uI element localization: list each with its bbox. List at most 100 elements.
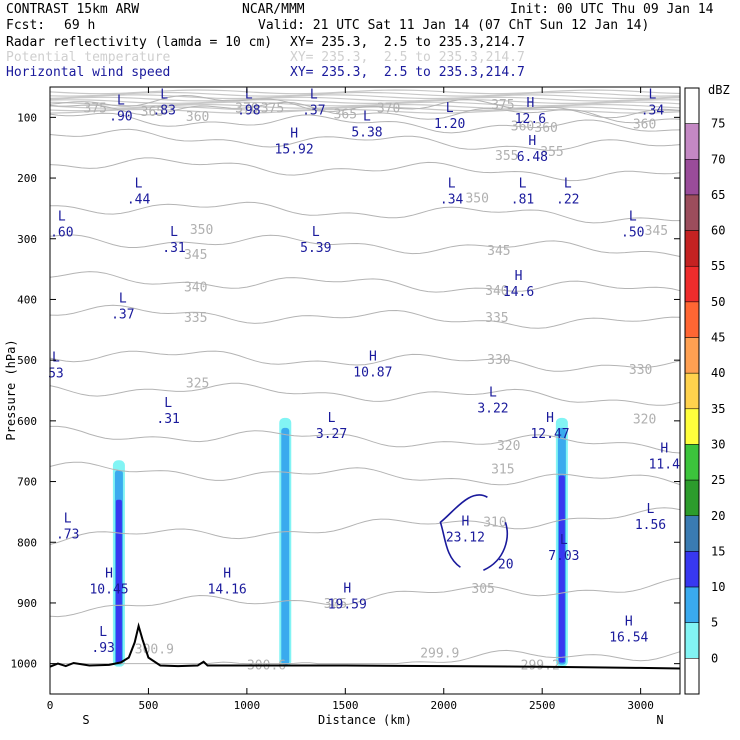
x-tick-label: 1500 [332, 699, 359, 712]
colorbar-swatch [684, 159, 700, 196]
valid-time: Valid: 21 UTC Sat 11 Jan 14 (07 ChT Sun … [258, 18, 650, 33]
theta-contour [49, 461, 681, 486]
theta-contour [49, 157, 681, 182]
theta-contour-label: 310 [483, 515, 506, 530]
colorbar-swatch [684, 372, 700, 410]
colorbar-level-label: 70 [711, 152, 725, 166]
wind-extremum-type: L [363, 109, 371, 124]
wind-extremum-type: L [58, 210, 66, 225]
colorbar-swatch [684, 408, 700, 445]
wind-extremum-type: L [448, 176, 456, 191]
wind-extremum-value: .50 [621, 226, 644, 241]
x-tick-label: 0 [47, 699, 54, 712]
theta-contour-label: 355 [495, 149, 518, 164]
wind-extremum-value: 3.27 [316, 427, 347, 442]
x-end-label-left: S [82, 713, 89, 727]
wind-extremum-value: 1.20 [434, 117, 465, 132]
theta-contour [49, 507, 681, 545]
y-tick-label: 1000 [11, 658, 38, 671]
field-theta-name: Potential temperature [6, 50, 171, 65]
theta-contour-label: 325 [186, 376, 209, 391]
terrain-line [49, 622, 681, 670]
theta-contour-label: 360 [633, 117, 656, 132]
colorbar-unit-label: dBZ [708, 83, 730, 97]
wind-extremum-type: H [290, 126, 298, 141]
colorbar-level-label: 5 [711, 616, 718, 630]
theta-contour-label: 300.9 [135, 642, 174, 657]
wind-extremum-type: H [515, 269, 523, 284]
theta-contour-label: 375 [491, 98, 514, 113]
reflectivity-column-core [115, 499, 122, 663]
x-tick-label: 3000 [627, 699, 654, 712]
field-wind-name: Horizontal wind speed [6, 65, 171, 80]
wind-extremum-type: L [52, 350, 60, 365]
wind-extremum-type: H [526, 96, 534, 111]
theta-contour-label: 340 [485, 284, 508, 299]
colorbar-level-label: 35 [711, 402, 725, 416]
colorbar-swatch [684, 301, 700, 338]
wind-extremum-value: .34 [440, 192, 464, 207]
colorbar-level-label: 45 [711, 331, 725, 345]
wind-extremum-type: L [328, 411, 336, 426]
theta-contour [49, 234, 681, 257]
theta-contour [49, 271, 681, 293]
wind-extremum-type: L [160, 88, 168, 103]
theta-contour-label: 330 [487, 353, 510, 368]
theta-contour-label: 345 [184, 248, 207, 263]
colorbar-level-label: 40 [711, 366, 725, 380]
wind-extremum-type: L [647, 502, 655, 517]
wind-extremum-value: 15.92 [275, 142, 314, 157]
theta-upper-contour [49, 91, 681, 97]
wind-extremum-type: H [625, 615, 633, 630]
y-tick-label: 800 [17, 536, 37, 549]
theta-contour [49, 382, 681, 406]
wind-extremum-type: L [170, 225, 178, 240]
y-tick-label: 300 [17, 233, 37, 246]
theta-contour [49, 304, 681, 329]
theta-contour-label: 360 [511, 120, 534, 135]
wind-extremum-type: L [560, 533, 568, 548]
theta-contour-label: 299.9 [420, 647, 459, 662]
theta-contour-label: 350 [190, 223, 213, 238]
x-tick-label: 2500 [529, 699, 556, 712]
wind-extremum-value: 7.03 [548, 549, 579, 564]
wind-extremum-value: 5.38 [351, 125, 382, 140]
wind-extremum-value: 53 [48, 366, 64, 381]
wind-extremum-value: 10.87 [353, 365, 392, 380]
wind-extremum-type: H [461, 514, 469, 529]
wind-extremum-type: L [629, 210, 637, 225]
theta-contour [49, 101, 681, 124]
wind-extremum-type: L [519, 176, 527, 191]
theta-contour [50, 425, 681, 454]
wind-extremum-value: .90 [109, 110, 132, 125]
x-tick-label: 500 [139, 699, 159, 712]
field-theta-xy: XY= 235.3, 2.5 to 235.3,214.7 [290, 50, 525, 65]
y-tick-label: 900 [17, 597, 37, 610]
theta-contour-label: 360 [186, 110, 209, 125]
colorbar-swatch [684, 87, 700, 124]
x-tick-label: 2000 [431, 699, 458, 712]
colorbar-swatch [684, 444, 700, 481]
axes-layer: 0 500 1000 1500 2000 2500 3000 100 200 300 400 500 6… [11, 87, 680, 712]
terrain-layer [49, 622, 681, 670]
colorbar-level-label: 65 [711, 188, 725, 202]
wind-extremum-value: .22 [556, 192, 579, 207]
reflectivity-column-core [282, 602, 289, 663]
colorbar-level-label: 25 [711, 473, 725, 487]
colorbar-swatch [684, 586, 700, 623]
wind-extremum-type: H [546, 411, 554, 426]
x-tick-label: 1000 [234, 699, 261, 712]
colorbar-level-label: 60 [711, 224, 725, 238]
colorbar-swatch [684, 515, 700, 552]
colorbar-level-label: 15 [711, 544, 725, 558]
colorbar-swatch [684, 194, 700, 231]
org-label: NCAR/MMM [242, 2, 305, 17]
wind-extremum-value: .93 [91, 641, 114, 656]
theta-contour-label: 330 [629, 363, 652, 378]
forecast-hour-value: 69 h [64, 18, 96, 33]
theta-contour-label: 375 [261, 101, 284, 116]
colorbar-swatch [684, 230, 700, 267]
theta-contour-label: 305 [324, 597, 347, 612]
theta-contour-label: 360 [534, 121, 557, 136]
